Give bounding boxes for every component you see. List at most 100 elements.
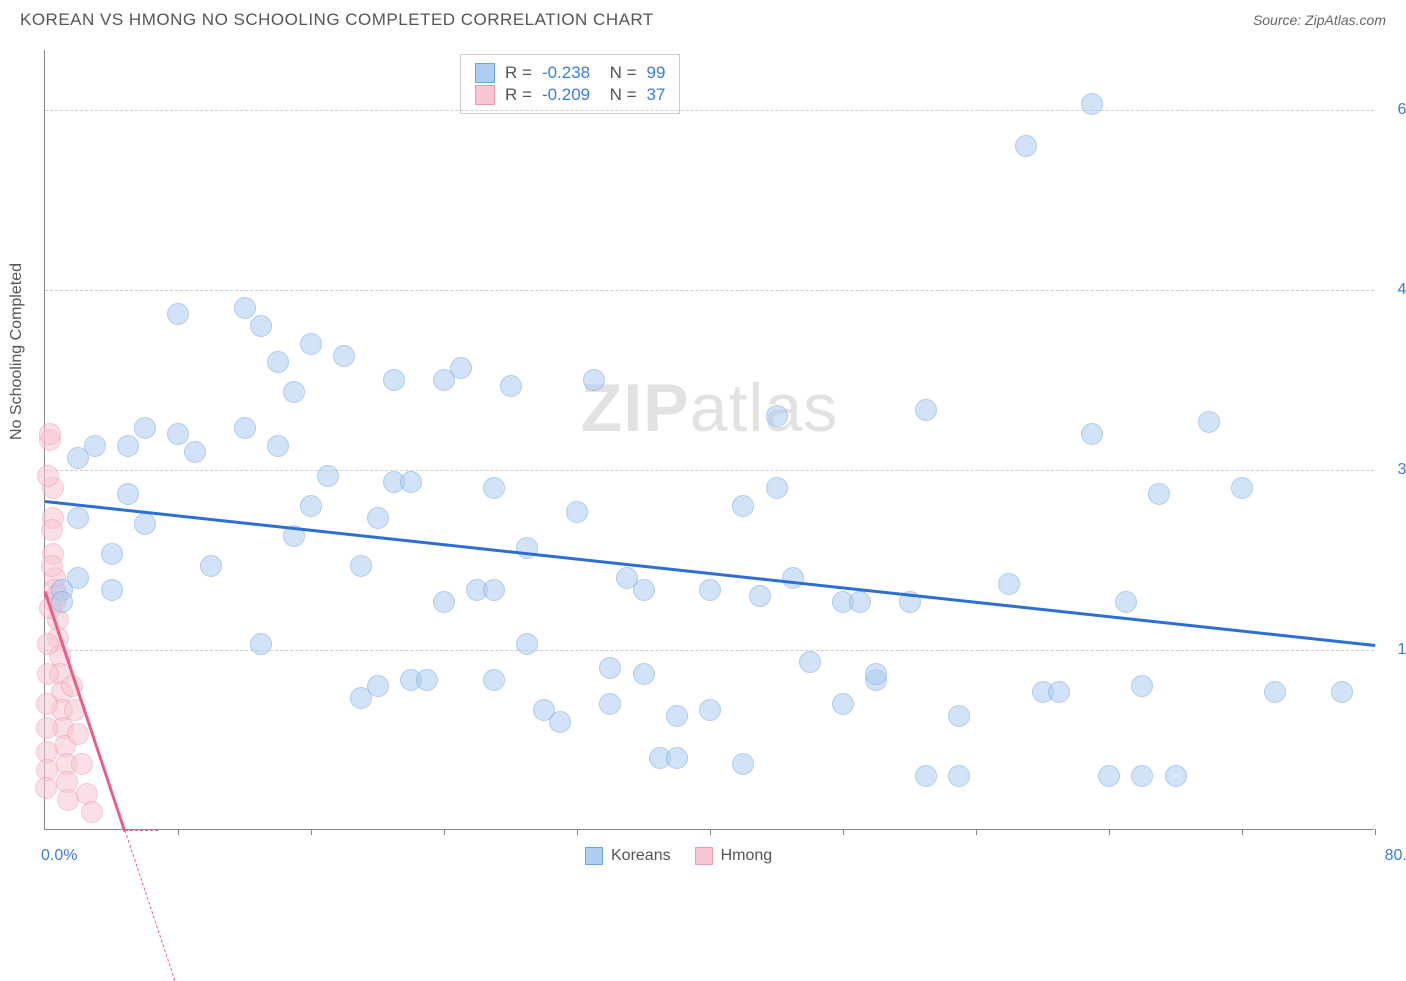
data-point bbox=[566, 501, 588, 523]
x-tick bbox=[444, 829, 445, 835]
x-tick bbox=[710, 829, 711, 835]
data-point bbox=[250, 315, 272, 337]
data-point bbox=[37, 663, 59, 685]
y-tick-label: 6.0% bbox=[1379, 101, 1406, 119]
data-point bbox=[599, 657, 621, 679]
legend-label-koreans: Koreans bbox=[611, 847, 671, 865]
data-point bbox=[41, 555, 63, 577]
x-tick bbox=[311, 829, 312, 835]
y-tick-label: 3.0% bbox=[1379, 461, 1406, 479]
y-axis-label: No Schooling Completed bbox=[8, 263, 26, 440]
data-point bbox=[516, 633, 538, 655]
gridline bbox=[45, 650, 1374, 651]
chart-plot-area: ZIPatlas R = -0.238 N = 99 R = -0.209 N … bbox=[44, 50, 1374, 830]
r-value-hmong: -0.209 bbox=[542, 85, 590, 105]
trend-line bbox=[125, 830, 158, 831]
data-point bbox=[37, 465, 59, 487]
x-tick bbox=[843, 829, 844, 835]
y-tick-label: 4.5% bbox=[1379, 281, 1406, 299]
data-point bbox=[633, 663, 655, 685]
data-point bbox=[766, 477, 788, 499]
y-tick-label: 1.5% bbox=[1379, 641, 1406, 659]
data-point bbox=[167, 423, 189, 445]
data-point bbox=[1048, 681, 1070, 703]
data-point bbox=[915, 399, 937, 421]
data-point bbox=[400, 471, 422, 493]
data-point bbox=[134, 513, 156, 535]
data-point bbox=[367, 675, 389, 697]
data-point bbox=[483, 579, 505, 601]
data-point bbox=[782, 567, 804, 589]
data-point bbox=[101, 543, 123, 565]
data-point bbox=[250, 633, 272, 655]
legend-swatch-hmong bbox=[475, 85, 495, 105]
data-point bbox=[184, 441, 206, 463]
data-point bbox=[1231, 477, 1253, 499]
data-point bbox=[383, 369, 405, 391]
data-point bbox=[317, 465, 339, 487]
data-point bbox=[416, 669, 438, 691]
data-point bbox=[1131, 675, 1153, 697]
data-point bbox=[500, 375, 522, 397]
x-tick bbox=[1109, 829, 1110, 835]
data-point bbox=[67, 567, 89, 589]
data-point bbox=[1098, 765, 1120, 787]
data-point bbox=[483, 669, 505, 691]
data-point bbox=[84, 435, 106, 457]
data-point bbox=[333, 345, 355, 367]
x-tick bbox=[577, 829, 578, 835]
legend-swatch-hmong-bottom bbox=[695, 847, 713, 865]
data-point bbox=[37, 633, 59, 655]
data-point bbox=[633, 579, 655, 601]
data-point bbox=[117, 483, 139, 505]
gridline bbox=[45, 290, 1374, 291]
series-legend: Koreans Hmong bbox=[585, 847, 772, 865]
data-point bbox=[234, 297, 256, 319]
data-point bbox=[35, 777, 57, 799]
data-point bbox=[1115, 591, 1137, 613]
data-point bbox=[1165, 765, 1187, 787]
data-point bbox=[267, 435, 289, 457]
x-tick bbox=[1375, 829, 1376, 835]
x-tick bbox=[1242, 829, 1243, 835]
source-label: Source: ZipAtlas.com bbox=[1253, 12, 1386, 28]
data-point bbox=[283, 381, 305, 403]
data-point bbox=[1015, 135, 1037, 157]
correlation-legend: R = -0.238 N = 99 R = -0.209 N = 37 bbox=[460, 54, 680, 114]
chart-title: KOREAN VS HMONG NO SCHOOLING COMPLETED C… bbox=[20, 10, 654, 30]
data-point bbox=[915, 765, 937, 787]
data-point bbox=[1148, 483, 1170, 505]
data-point bbox=[71, 753, 93, 775]
watermark: ZIPatlas bbox=[581, 369, 838, 447]
data-point bbox=[267, 351, 289, 373]
data-point bbox=[350, 555, 372, 577]
data-point bbox=[699, 579, 721, 601]
data-point bbox=[36, 717, 58, 739]
trend-line bbox=[124, 830, 175, 980]
trend-line bbox=[45, 500, 1375, 647]
data-point bbox=[549, 711, 571, 733]
data-point bbox=[849, 591, 871, 613]
gridline bbox=[45, 110, 1374, 111]
data-point bbox=[450, 357, 472, 379]
data-point bbox=[200, 555, 222, 577]
data-point bbox=[998, 573, 1020, 595]
data-point bbox=[1081, 93, 1103, 115]
data-point bbox=[167, 303, 189, 325]
data-point bbox=[67, 723, 89, 745]
n-value-hmong: 37 bbox=[647, 85, 666, 105]
data-point bbox=[799, 651, 821, 673]
legend-swatch-koreans bbox=[475, 63, 495, 83]
data-point bbox=[832, 693, 854, 715]
data-point bbox=[234, 417, 256, 439]
data-point bbox=[948, 765, 970, 787]
x-tick-label-left: 0.0% bbox=[41, 847, 77, 865]
data-point bbox=[367, 507, 389, 529]
data-point bbox=[51, 591, 73, 613]
data-point bbox=[117, 435, 139, 457]
data-point bbox=[433, 591, 455, 613]
data-point bbox=[41, 519, 63, 541]
data-point bbox=[134, 417, 156, 439]
data-point bbox=[766, 405, 788, 427]
r-value-koreans: -0.238 bbox=[542, 63, 590, 83]
